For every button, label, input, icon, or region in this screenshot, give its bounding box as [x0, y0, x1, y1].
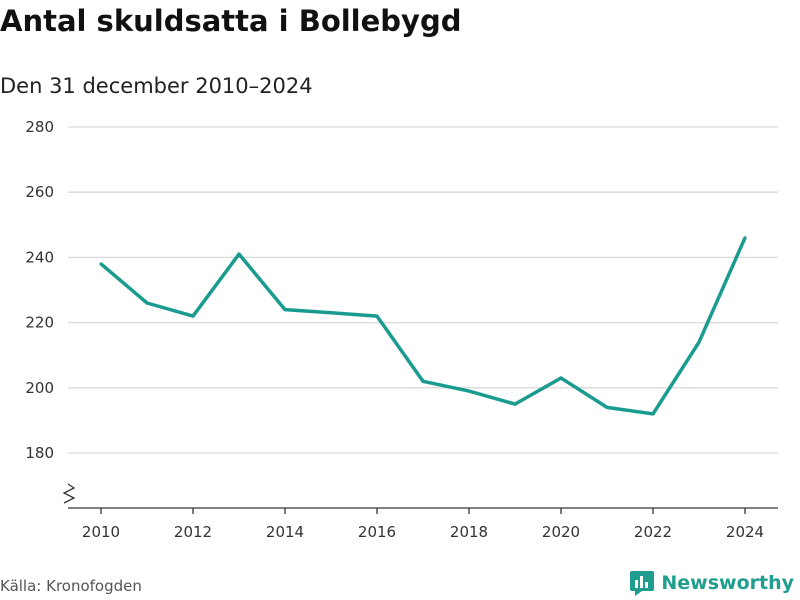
data-point: [283, 307, 287, 312]
x-tick-label: 2018: [450, 523, 488, 541]
x-tick-label: 2020: [542, 523, 580, 541]
y-tick-label: 280: [25, 118, 54, 136]
y-tick-label: 240: [25, 248, 54, 266]
data-point: [743, 236, 747, 240]
series-layer: [99, 236, 747, 416]
data-point: [559, 376, 563, 380]
axis-break-icon: [62, 483, 76, 504]
data-point: [467, 389, 471, 393]
data-point: [99, 262, 103, 266]
grid-layer: [68, 126, 778, 454]
chart-subtitle: Den 31 december 2010–2024: [0, 74, 313, 98]
axis-layer: 180 200 220 240 260 280 2010 2012 2014 2016 2018 20…: [25, 118, 778, 541]
x-tick-label: 2010: [82, 523, 120, 541]
source-note: Källa: Kronofogden: [0, 577, 142, 595]
x-tick-label: 2014: [266, 523, 304, 541]
y-tick-label: 260: [25, 183, 54, 201]
x-tick-label: 2022: [634, 523, 672, 541]
data-point: [697, 340, 701, 344]
data-point: [329, 311, 333, 315]
line-chart: 180 200 220 240 260 280 2010 2012 2014 2016 2018 20…: [25, 118, 778, 541]
y-tick-label: 180: [25, 444, 54, 462]
data-point: [513, 402, 517, 406]
data-point: [605, 405, 609, 409]
data-point: [651, 412, 655, 416]
y-tick-label: 200: [25, 379, 54, 397]
data-point: [191, 314, 195, 318]
brand-logo[interactable]: Newsworthy: [629, 569, 794, 597]
y-tick-label: 220: [25, 314, 54, 332]
data-point: [237, 252, 241, 256]
data-point: [421, 379, 425, 383]
chart-title: Antal skuldsatta i Bollebygd: [0, 4, 462, 38]
x-tick-label: 2012: [174, 523, 212, 541]
x-tick-label: 2024: [726, 523, 764, 541]
bar-chart-icon: [630, 571, 655, 596]
data-point: [375, 314, 379, 318]
x-tick-label: 2016: [358, 523, 396, 541]
brand-name: Newsworthy: [661, 572, 794, 594]
data-point: [145, 301, 149, 305]
